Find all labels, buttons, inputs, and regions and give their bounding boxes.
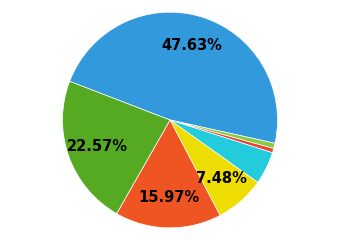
Wedge shape <box>63 81 170 214</box>
Wedge shape <box>70 12 277 143</box>
Wedge shape <box>170 120 272 182</box>
Text: 15.97%: 15.97% <box>138 190 199 205</box>
Text: 47.63%: 47.63% <box>162 38 223 53</box>
Wedge shape <box>117 120 220 228</box>
Wedge shape <box>170 120 274 153</box>
Text: 22.57%: 22.57% <box>67 138 128 154</box>
Wedge shape <box>170 120 275 149</box>
Wedge shape <box>170 120 258 216</box>
Text: 7.48%: 7.48% <box>195 171 246 186</box>
